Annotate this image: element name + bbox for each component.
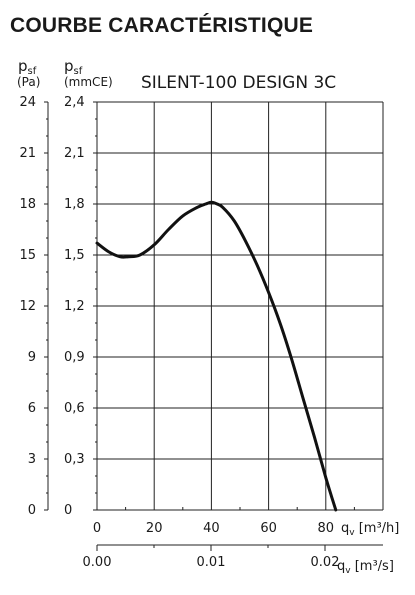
page-title: COURBE CARACTÉRISTIQUE: [10, 14, 314, 37]
qv-m3h-tick-label: 80: [318, 521, 335, 536]
mmce-tick-label: 2,4: [64, 95, 85, 110]
qv-m3s-axis-label: qv [m³/s]: [337, 559, 394, 576]
qv-m3h-axis-label: qv [m³/h]: [341, 521, 399, 538]
mmce-axis-unit: (mmCE): [64, 75, 113, 89]
mmce-tick-label: 1,8: [64, 197, 85, 212]
qv-m3h-tick-label: 40: [203, 521, 220, 536]
pa-tick-label: 18: [19, 197, 36, 212]
mmce-tick-label: 1,2: [64, 299, 85, 314]
qv-m3s-tick-label: 0.02: [311, 555, 340, 570]
mmce-tick-label: 0,6: [64, 401, 85, 416]
qv-m3s-tick-label: 0.00: [83, 555, 112, 570]
qv-m3h-tick-label: 20: [146, 521, 163, 536]
mmce-tick-label: 2,1: [64, 146, 85, 161]
mmce-tick-label: 0,3: [64, 452, 85, 467]
mmce-tick-label: 0,9: [64, 350, 85, 365]
pa-tick-label: 12: [19, 299, 36, 314]
pa-tick-label: 9: [28, 350, 36, 365]
pa-axis-symbol: psf: [18, 57, 37, 77]
mmce-tick-label: 1,5: [64, 248, 85, 263]
characteristic-curve: [95, 200, 338, 512]
pa-axis-unit: (Pa): [17, 75, 40, 89]
chart-title: SILENT-100 DESIGN 3C: [141, 73, 336, 93]
pa-tick-label: 3: [28, 452, 36, 467]
pa-tick-label: 15: [19, 248, 36, 263]
pa-tick-label: 0: [28, 503, 36, 518]
pa-tick-label: 21: [19, 146, 36, 161]
mmce-tick-label: 0: [64, 503, 72, 518]
qv-m3s-tick-label: 0.01: [197, 555, 226, 570]
pa-tick-label: 24: [19, 95, 36, 110]
qv-m3h-tick-label: 0: [93, 521, 101, 536]
pa-tick-label: 6: [28, 401, 36, 416]
mmce-axis-symbol: psf: [64, 57, 83, 77]
qv-m3h-tick-label: 60: [260, 521, 277, 536]
